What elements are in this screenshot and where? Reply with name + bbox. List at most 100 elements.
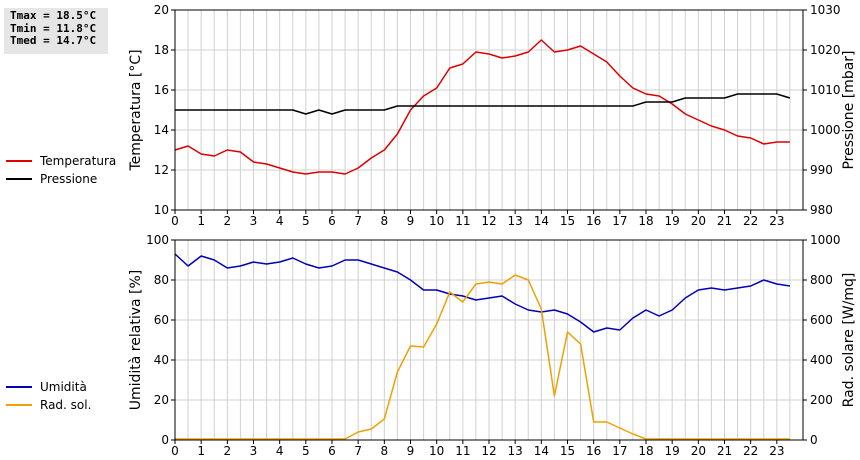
tmin-text: Tmin = 11.8°C bbox=[10, 21, 97, 35]
y2-tick-label: 200 bbox=[810, 393, 833, 407]
x-tick-label: 15 bbox=[560, 214, 575, 228]
legend-item-rad-sol: Rad. sol. bbox=[6, 396, 91, 414]
y-tick-label: 80 bbox=[154, 273, 169, 287]
y2-tick-label: 1020 bbox=[810, 43, 841, 57]
y2-tick-label: 990 bbox=[810, 163, 833, 177]
y2-axis-label: Rad. solare [W/mq] bbox=[841, 273, 857, 408]
y2-tick-label: 800 bbox=[810, 273, 833, 287]
x-tick-label: 18 bbox=[638, 214, 653, 228]
x-tick-label: 14 bbox=[534, 444, 549, 458]
x-tick-label: 9 bbox=[407, 444, 415, 458]
x-tick-label: 1 bbox=[197, 214, 205, 228]
plot-frame bbox=[174, 239, 804, 441]
x-tick-label: 8 bbox=[381, 214, 389, 228]
x-tick-label: 11 bbox=[455, 444, 470, 458]
y2-tick-label: 600 bbox=[810, 313, 833, 327]
tmed-text: Tmed = 14.7°C bbox=[10, 34, 97, 47]
x-tick-label: 19 bbox=[665, 444, 680, 458]
x-tick-label: 10 bbox=[429, 444, 444, 458]
x-tick-label: 4 bbox=[276, 444, 284, 458]
y2-tick-label: 1010 bbox=[810, 83, 841, 97]
x-tick-label: 7 bbox=[354, 444, 362, 458]
y2-tick-label: 0 bbox=[810, 433, 818, 447]
x-tick-label: 18 bbox=[638, 444, 653, 458]
legend-label-umidita: Umidità bbox=[40, 380, 87, 394]
x-tick-label: 19 bbox=[665, 214, 680, 228]
stats-box: Tmax = 18.5°C Tmin = 11.8°C Tmed = 14.7°… bbox=[4, 8, 108, 54]
y2-tick-label: 1000 bbox=[810, 233, 841, 247]
y-tick-label: 14 bbox=[154, 123, 169, 137]
series-line-rad-sol bbox=[175, 274, 790, 440]
x-tick-label: 2 bbox=[224, 214, 232, 228]
y-tick-label: 10 bbox=[154, 203, 169, 217]
x-tick-label: 22 bbox=[743, 214, 758, 228]
y2-tick-label: 400 bbox=[810, 353, 833, 367]
y2-tick-label: 1030 bbox=[810, 3, 841, 17]
x-tick-label: 0 bbox=[171, 444, 179, 458]
legend-label-rad-sol: Rad. sol. bbox=[40, 398, 92, 412]
y-tick-label: 60 bbox=[154, 313, 169, 327]
x-tick-label: 23 bbox=[769, 444, 784, 458]
legend-swatch-temperatura bbox=[6, 160, 32, 162]
x-tick-label: 1 bbox=[197, 444, 205, 458]
x-tick-label: 8 bbox=[381, 444, 389, 458]
x-tick-label: 7 bbox=[354, 214, 362, 228]
x-tick-label: 21 bbox=[717, 444, 732, 458]
legend-label-temperatura: Temperatura bbox=[40, 154, 117, 168]
x-tick-label: 16 bbox=[586, 214, 601, 228]
x-tick-label: 0 bbox=[171, 214, 179, 228]
legend-swatch-rad-sol bbox=[6, 404, 32, 406]
x-tick-label: 17 bbox=[612, 214, 627, 228]
y-tick-label: 20 bbox=[154, 3, 169, 17]
x-tick-label: 12 bbox=[481, 214, 496, 228]
legend-swatch-umidita bbox=[6, 386, 32, 388]
y-tick-label: 40 bbox=[154, 353, 169, 367]
x-tick-label: 23 bbox=[769, 214, 784, 228]
legend-swatch-pressione bbox=[6, 178, 32, 180]
x-tick-label: 5 bbox=[302, 444, 310, 458]
x-tick-label: 4 bbox=[276, 214, 284, 228]
y-tick-label: 0 bbox=[161, 433, 169, 447]
tmax-text: Tmax = 18.5°C bbox=[10, 9, 97, 22]
x-tick-label: 20 bbox=[691, 214, 706, 228]
legend-label-pressione: Pressione bbox=[40, 172, 98, 186]
legend-item-temperatura: Temperatura bbox=[6, 152, 116, 170]
y-tick-label: 20 bbox=[154, 393, 169, 407]
x-tick-label: 2 bbox=[224, 444, 232, 458]
x-tick-label: 22 bbox=[743, 444, 758, 458]
series-line-pressione bbox=[175, 93, 791, 115]
x-tick-label: 5 bbox=[302, 214, 310, 228]
x-tick-label: 13 bbox=[508, 444, 523, 458]
x-tick-label: 14 bbox=[534, 214, 549, 228]
x-tick-label: 10 bbox=[429, 214, 444, 228]
x-tick-label: 6 bbox=[328, 444, 336, 458]
x-tick-label: 3 bbox=[250, 444, 258, 458]
legend-bottom: Umidità Rad. sol. bbox=[6, 378, 91, 414]
y2-tick-label: 980 bbox=[810, 203, 833, 217]
x-tick-label: 15 bbox=[560, 444, 575, 458]
series-line-temperatura bbox=[174, 39, 790, 175]
x-tick-label: 3 bbox=[250, 214, 258, 228]
x-tick-label: 9 bbox=[407, 214, 415, 228]
x-tick-label: 21 bbox=[717, 214, 732, 228]
x-tick-label: 17 bbox=[612, 444, 627, 458]
legend-item-pressione: Pressione bbox=[6, 170, 116, 188]
x-tick-label: 16 bbox=[586, 444, 601, 458]
x-tick-label: 13 bbox=[508, 214, 523, 228]
y-tick-label: 100 bbox=[146, 233, 169, 247]
series-line-umidit bbox=[174, 253, 791, 333]
x-tick-label: 20 bbox=[691, 444, 706, 458]
plot-frame bbox=[174, 9, 804, 211]
y-tick-label: 16 bbox=[154, 83, 169, 97]
x-tick-label: 12 bbox=[481, 444, 496, 458]
y2-axis-label: Pressione [mbar] bbox=[841, 50, 857, 169]
y-tick-label: 18 bbox=[154, 43, 169, 57]
y-axis-label: Umidità relativa [%] bbox=[128, 270, 144, 411]
legend-top: Temperatura Pressione bbox=[6, 152, 116, 188]
y2-tick-label: 1000 bbox=[810, 123, 841, 137]
y-tick-label: 12 bbox=[154, 163, 169, 177]
x-tick-label: 6 bbox=[328, 214, 336, 228]
